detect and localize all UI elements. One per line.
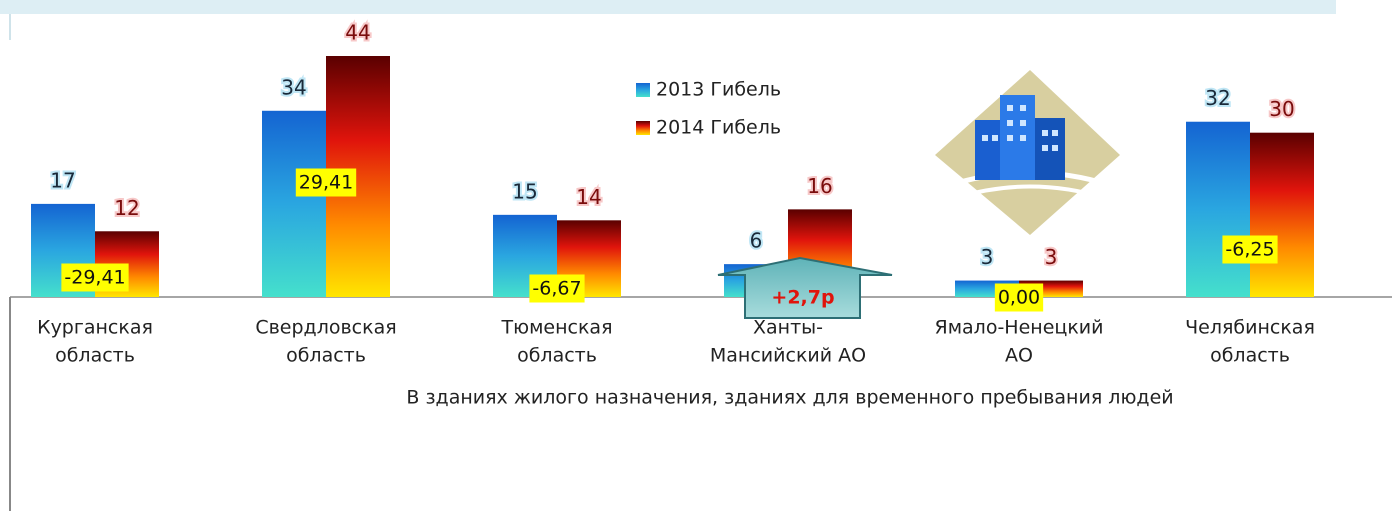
change-label: -6,67 (532, 278, 581, 300)
x-tick-label: Ямало-Ненецкий (935, 317, 1104, 339)
chart-title: В зданиях жилого назначения, зданиях для… (406, 387, 1173, 409)
change-box (529, 274, 585, 303)
value-label: 17 (50, 168, 75, 192)
bar (1250, 132, 1314, 297)
legend-swatch (636, 83, 650, 97)
x-tick-label: Свердловская (255, 317, 396, 339)
value-label: 44 (345, 21, 370, 45)
change-label: +2,7р (771, 287, 834, 309)
x-tick-label: Курганская (37, 317, 153, 339)
x-tick-label: область (517, 345, 597, 367)
change-box (61, 263, 129, 292)
value-label: 34 (281, 75, 306, 99)
bar (1186, 121, 1250, 298)
x-tick-label: Челябинская (1185, 317, 1315, 339)
change-label: -6,25 (1225, 239, 1274, 261)
value-label: 6 (750, 229, 763, 253)
change-marker (717, 256, 893, 319)
legend-swatch (636, 121, 650, 135)
value-label: 3 (981, 245, 994, 269)
bar (262, 110, 326, 297)
x-tick-label: область (55, 345, 135, 367)
value-label: 3 (1045, 245, 1058, 269)
x-tick-label: область (1210, 345, 1290, 367)
x-tick-label: Тюменская (500, 317, 612, 339)
value-label: 15 (512, 179, 537, 203)
change-label: 0,00 (998, 287, 1040, 309)
value-label: 16 (807, 174, 832, 198)
legend-label: 2014 Гибель (656, 117, 781, 139)
x-tick-label: Мансийский АО (710, 345, 866, 367)
x-tick-label: Ханты- (753, 317, 823, 339)
legend-label: 2013 Гибель (656, 79, 781, 101)
x-tick-label: область (286, 345, 366, 367)
change-label: -29,41 (64, 267, 125, 289)
change-box (295, 168, 357, 197)
building-icon (935, 70, 1120, 235)
x-tick-label: АО (1005, 345, 1033, 367)
change-box (1222, 235, 1278, 264)
change-box (994, 283, 1044, 312)
top-strip (0, 0, 1336, 14)
change-label: 29,41 (299, 172, 353, 194)
value-label: 30 (1269, 97, 1294, 121)
value-label: 12 (114, 196, 139, 220)
value-label: 32 (1205, 86, 1230, 110)
value-label: 14 (576, 185, 601, 209)
